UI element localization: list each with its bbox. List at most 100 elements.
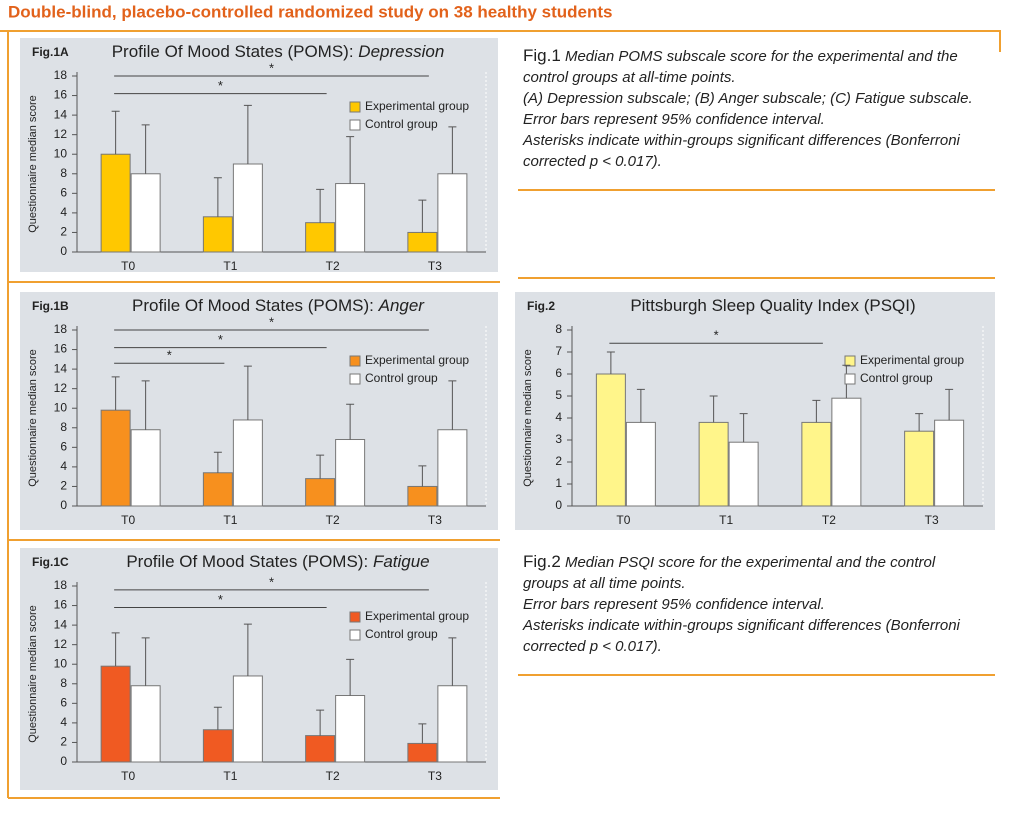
legend-swatch	[349, 355, 361, 367]
x-tick-label: T1	[223, 259, 237, 273]
error-bar	[418, 199, 427, 233]
y-tick-label: 5	[555, 388, 562, 402]
x-tick-label: T3	[428, 259, 442, 273]
caption-line: (A) Depression subscale; (B) Anger subsc…	[523, 90, 973, 107]
x-tick-label: T3	[428, 513, 442, 527]
chart-panel: Fig.1B Profile Of Mood States (POMS): Ang…	[20, 292, 498, 530]
legend-label: Control group	[365, 627, 438, 641]
caption-text: Median PSQI score for the experimental a…	[565, 554, 936, 571]
y-tick-label: 8	[60, 676, 67, 690]
y-tick-label: 1	[555, 476, 562, 490]
error-bar	[141, 124, 150, 174]
error-bar	[606, 351, 615, 374]
significance-label: *	[218, 78, 223, 93]
y-tick-label: 16	[54, 342, 68, 356]
caption-text: Asterisks indicate within-groups signifi…	[522, 617, 961, 634]
bar	[934, 419, 965, 507]
legend-swatch	[349, 373, 361, 385]
bar	[305, 735, 336, 763]
caption-text: Asterisks indicate within-groups signifi…	[522, 132, 961, 149]
y-axis-label: Questionnaire median score	[27, 605, 39, 743]
chart-title: Pittsburgh Sleep Quality Index (PSQI)	[630, 296, 915, 315]
caption-line: Error bars represent 95% confidence inte…	[523, 111, 825, 128]
legend-label: Control group	[365, 117, 438, 131]
error-bar	[915, 413, 924, 432]
bar	[130, 429, 161, 507]
legend-label: Control group	[860, 371, 933, 385]
legend-label: Experimental group	[860, 353, 964, 367]
y-tick-label: 0	[555, 498, 562, 512]
title-text: Pittsburgh Sleep Quality Index (PSQI)	[630, 296, 915, 315]
title-emphasis: Fatigue	[373, 552, 430, 571]
bar	[407, 231, 438, 253]
error-bar	[141, 380, 150, 430]
chart-title: Profile Of Mood States (POMS): Anger	[132, 296, 425, 315]
y-tick-label: 0	[60, 498, 67, 512]
y-tick-label: 14	[54, 361, 68, 375]
significance-label: *	[269, 60, 274, 75]
y-tick-label: 14	[54, 617, 68, 631]
y-tick-label: 4	[60, 205, 67, 219]
y-tick-label: 10	[54, 656, 68, 670]
caption-line: Error bars represent 95% confidence inte…	[523, 596, 825, 613]
caption-text: groups at all time points.	[523, 575, 686, 592]
y-tick-label: 4	[60, 715, 67, 729]
bar	[130, 685, 161, 763]
error-bar	[213, 706, 222, 730]
y-tick-label: 12	[54, 127, 68, 141]
bar	[407, 485, 438, 507]
error-bar	[346, 658, 355, 696]
bar	[437, 429, 468, 507]
figure-label: Fig.2	[527, 299, 555, 313]
bar	[100, 665, 131, 763]
y-tick-label: 6	[555, 366, 562, 380]
significance-label: *	[714, 328, 719, 343]
legend-label: Control group	[365, 371, 438, 385]
error-bar	[111, 110, 120, 155]
chart-title: Profile Of Mood States (POMS): Depressio…	[112, 42, 445, 61]
x-tick-label: T1	[719, 513, 733, 527]
bar	[904, 430, 935, 507]
y-tick-label: 3	[555, 432, 562, 446]
y-tick-label: 7	[555, 344, 562, 358]
x-tick-label: T2	[822, 513, 836, 527]
bar	[305, 478, 336, 507]
error-bar	[111, 632, 120, 667]
y-tick-label: 0	[60, 754, 67, 768]
y-tick-label: 2	[555, 454, 562, 468]
y-axis-label: Questionnaire median score	[522, 349, 534, 487]
y-axis-label: Questionnaire median score	[27, 349, 39, 487]
error-bar	[812, 399, 821, 423]
bar	[437, 173, 468, 253]
caption-text: Error bars represent 95% confidence inte…	[523, 111, 825, 128]
bar	[232, 675, 263, 763]
y-tick-label: 6	[60, 440, 67, 454]
significance-label: *	[167, 348, 172, 363]
y-tick-label: 18	[54, 322, 68, 336]
error-bar	[709, 395, 718, 423]
frame	[0, 30, 1001, 799]
y-tick-label: 18	[54, 578, 68, 592]
y-tick-label: 16	[54, 88, 68, 102]
y-tick-label: 2	[60, 225, 67, 239]
error-bar	[243, 623, 252, 676]
y-tick-label: 8	[555, 322, 562, 336]
bar	[335, 183, 366, 253]
x-tick-label: T3	[925, 513, 939, 527]
figure-label: Fig.1A	[32, 45, 69, 59]
legend-label: Experimental group	[365, 99, 469, 113]
legend-swatch	[349, 101, 361, 113]
caption-label: Fig.1	[523, 46, 561, 65]
x-tick-label: T2	[326, 769, 340, 783]
error-bar	[945, 388, 954, 421]
significance-label: *	[218, 592, 223, 607]
y-tick-label: 10	[54, 146, 68, 160]
caption-text: Median POMS subscale score for the exper…	[565, 48, 958, 65]
caption-text: (A) Depression subscale; (B) Anger subsc…	[523, 90, 973, 107]
error-bar	[636, 388, 645, 423]
error-bar	[316, 709, 325, 736]
error-bar	[418, 465, 427, 487]
title-text: Profile Of Mood States (POMS):	[126, 552, 368, 571]
caption-line: corrected p < 0.017).	[523, 638, 662, 655]
